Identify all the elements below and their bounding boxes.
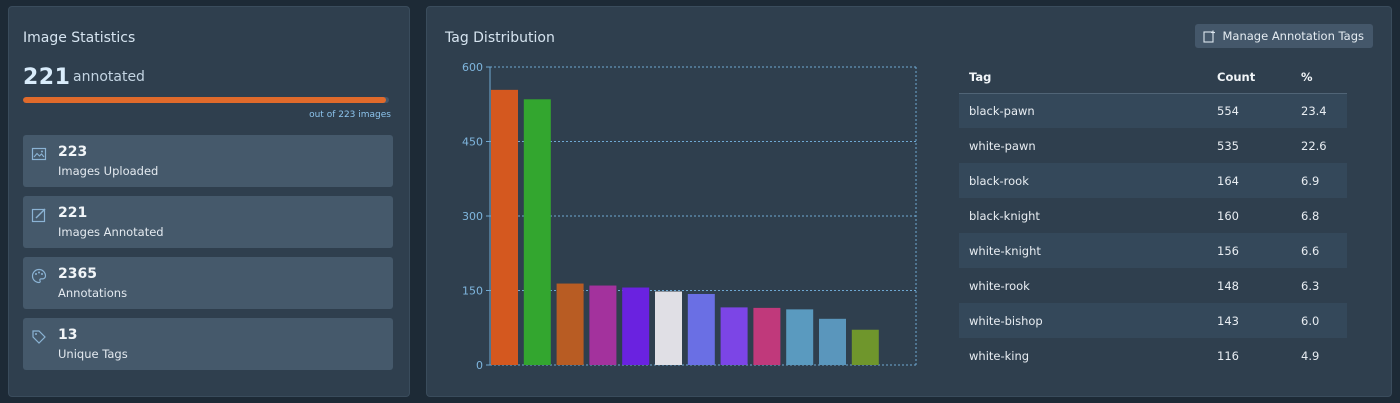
stat-value: 223 bbox=[58, 144, 88, 160]
bar bbox=[556, 283, 584, 365]
y-tick-label: 150 bbox=[462, 285, 483, 298]
tag-icon bbox=[32, 330, 46, 344]
table-row: white-king 116 4.9 bbox=[959, 338, 1347, 373]
table-row: black-knight 160 6.8 bbox=[959, 198, 1347, 233]
table-row: white-pawn 535 22.6 bbox=[959, 128, 1347, 163]
image-statistics-title: Image Statistics bbox=[23, 30, 136, 46]
bar bbox=[786, 309, 814, 365]
percent-cell: 6.6 bbox=[1291, 233, 1347, 268]
percent-cell: 6.9 bbox=[1291, 163, 1347, 198]
stat-value: 2365 bbox=[58, 266, 97, 282]
tag-cell: white-knight bbox=[959, 233, 1207, 268]
progress-note: out of 223 images bbox=[309, 110, 391, 120]
stat-label: Images Uploaded bbox=[58, 164, 159, 178]
y-tick-label: 450 bbox=[462, 136, 483, 149]
y-tick-label: 300 bbox=[462, 210, 483, 223]
stat-card-annotations: 2365 Annotations bbox=[23, 257, 393, 309]
stat-value: 13 bbox=[58, 327, 78, 343]
table-row: white-knight 156 6.6 bbox=[959, 233, 1347, 268]
tag-cell: white-king bbox=[969, 348, 1030, 363]
manage-annotation-tags-button[interactable]: Manage Annotation Tags bbox=[1195, 24, 1373, 48]
count-cell: 160 bbox=[1217, 208, 1239, 223]
tag-cell: black-knight bbox=[969, 208, 1040, 223]
count-cell: 148 bbox=[1217, 278, 1239, 293]
tag-table: Tag Count % black-pawn 554 23.4 white-pa… bbox=[959, 62, 1347, 373]
bar bbox=[491, 89, 518, 365]
bar bbox=[819, 318, 846, 365]
tag-cell: white-bishop bbox=[959, 303, 1207, 338]
header-count: Count bbox=[1207, 62, 1291, 94]
bar bbox=[753, 307, 781, 365]
percent-cell: 4.9 bbox=[1301, 348, 1320, 363]
stat-card-unique-tags: 13 Unique Tags bbox=[23, 318, 393, 370]
image-upload-icon bbox=[31, 147, 47, 161]
palette-icon bbox=[31, 268, 47, 284]
edit-icon bbox=[31, 208, 46, 223]
annotation-progress-fill bbox=[23, 97, 386, 103]
table-header-row: Tag Count % bbox=[959, 62, 1347, 94]
tag-cell: white-pawn bbox=[969, 138, 1036, 153]
annotated-label: annotated bbox=[73, 69, 145, 85]
table-row: black-rook 164 6.9 bbox=[959, 163, 1347, 198]
tag-cell: black-rook bbox=[959, 163, 1207, 198]
stat-label: Images Annotated bbox=[58, 225, 164, 239]
percent-cell: 6.3 bbox=[1301, 278, 1320, 293]
bar bbox=[687, 293, 715, 365]
stat-label: Annotations bbox=[58, 286, 128, 300]
count-cell: 535 bbox=[1217, 138, 1239, 153]
header-percent: % bbox=[1291, 62, 1347, 94]
stat-label: Unique Tags bbox=[58, 347, 128, 361]
stat-card-images-annotated: 221 Images Annotated bbox=[23, 196, 393, 248]
image-statistics-panel: Image Statistics 221 annotated out of 22… bbox=[8, 6, 410, 397]
tag-distribution-title: Tag Distribution bbox=[445, 30, 555, 46]
annotation-progress-bar bbox=[23, 97, 389, 103]
table-row: white-bishop 143 6.0 bbox=[959, 303, 1347, 338]
tag-cell: black-pawn bbox=[959, 93, 1207, 128]
bar bbox=[589, 285, 617, 365]
manage-button-label: Manage Annotation Tags bbox=[1222, 29, 1364, 43]
percent-cell: 6.8 bbox=[1301, 208, 1320, 223]
tag-distribution-panel: Tag Distribution Manage Annotation Tags … bbox=[426, 6, 1392, 397]
table-row: white-rook 148 6.3 bbox=[959, 268, 1347, 303]
tag-cell: white-rook bbox=[969, 278, 1030, 293]
add-tag-icon bbox=[1203, 30, 1216, 43]
bar bbox=[851, 329, 879, 365]
y-tick-label: 600 bbox=[462, 61, 483, 74]
annotated-count: 221 bbox=[23, 65, 71, 90]
y-tick-label: 0 bbox=[476, 359, 483, 372]
percent-cell: 23.4 bbox=[1291, 93, 1347, 128]
bar bbox=[622, 287, 650, 365]
count-cell: 143 bbox=[1207, 303, 1291, 338]
count-cell: 116 bbox=[1217, 348, 1239, 363]
count-cell: 554 bbox=[1207, 93, 1291, 128]
bar bbox=[720, 307, 748, 365]
stat-value: 221 bbox=[58, 205, 88, 221]
bar bbox=[523, 99, 551, 366]
tag-distribution-chart: 0 150 300 450 600 bbox=[462, 61, 917, 372]
count-cell: 156 bbox=[1207, 233, 1291, 268]
percent-cell: 22.6 bbox=[1301, 138, 1327, 153]
percent-cell: 6.0 bbox=[1291, 303, 1347, 338]
count-cell: 164 bbox=[1207, 163, 1291, 198]
bar bbox=[655, 291, 682, 365]
stat-card-images-uploaded: 223 Images Uploaded bbox=[23, 135, 393, 187]
header-tag: Tag bbox=[959, 62, 1207, 94]
table-row: black-pawn 554 23.4 bbox=[959, 93, 1347, 128]
